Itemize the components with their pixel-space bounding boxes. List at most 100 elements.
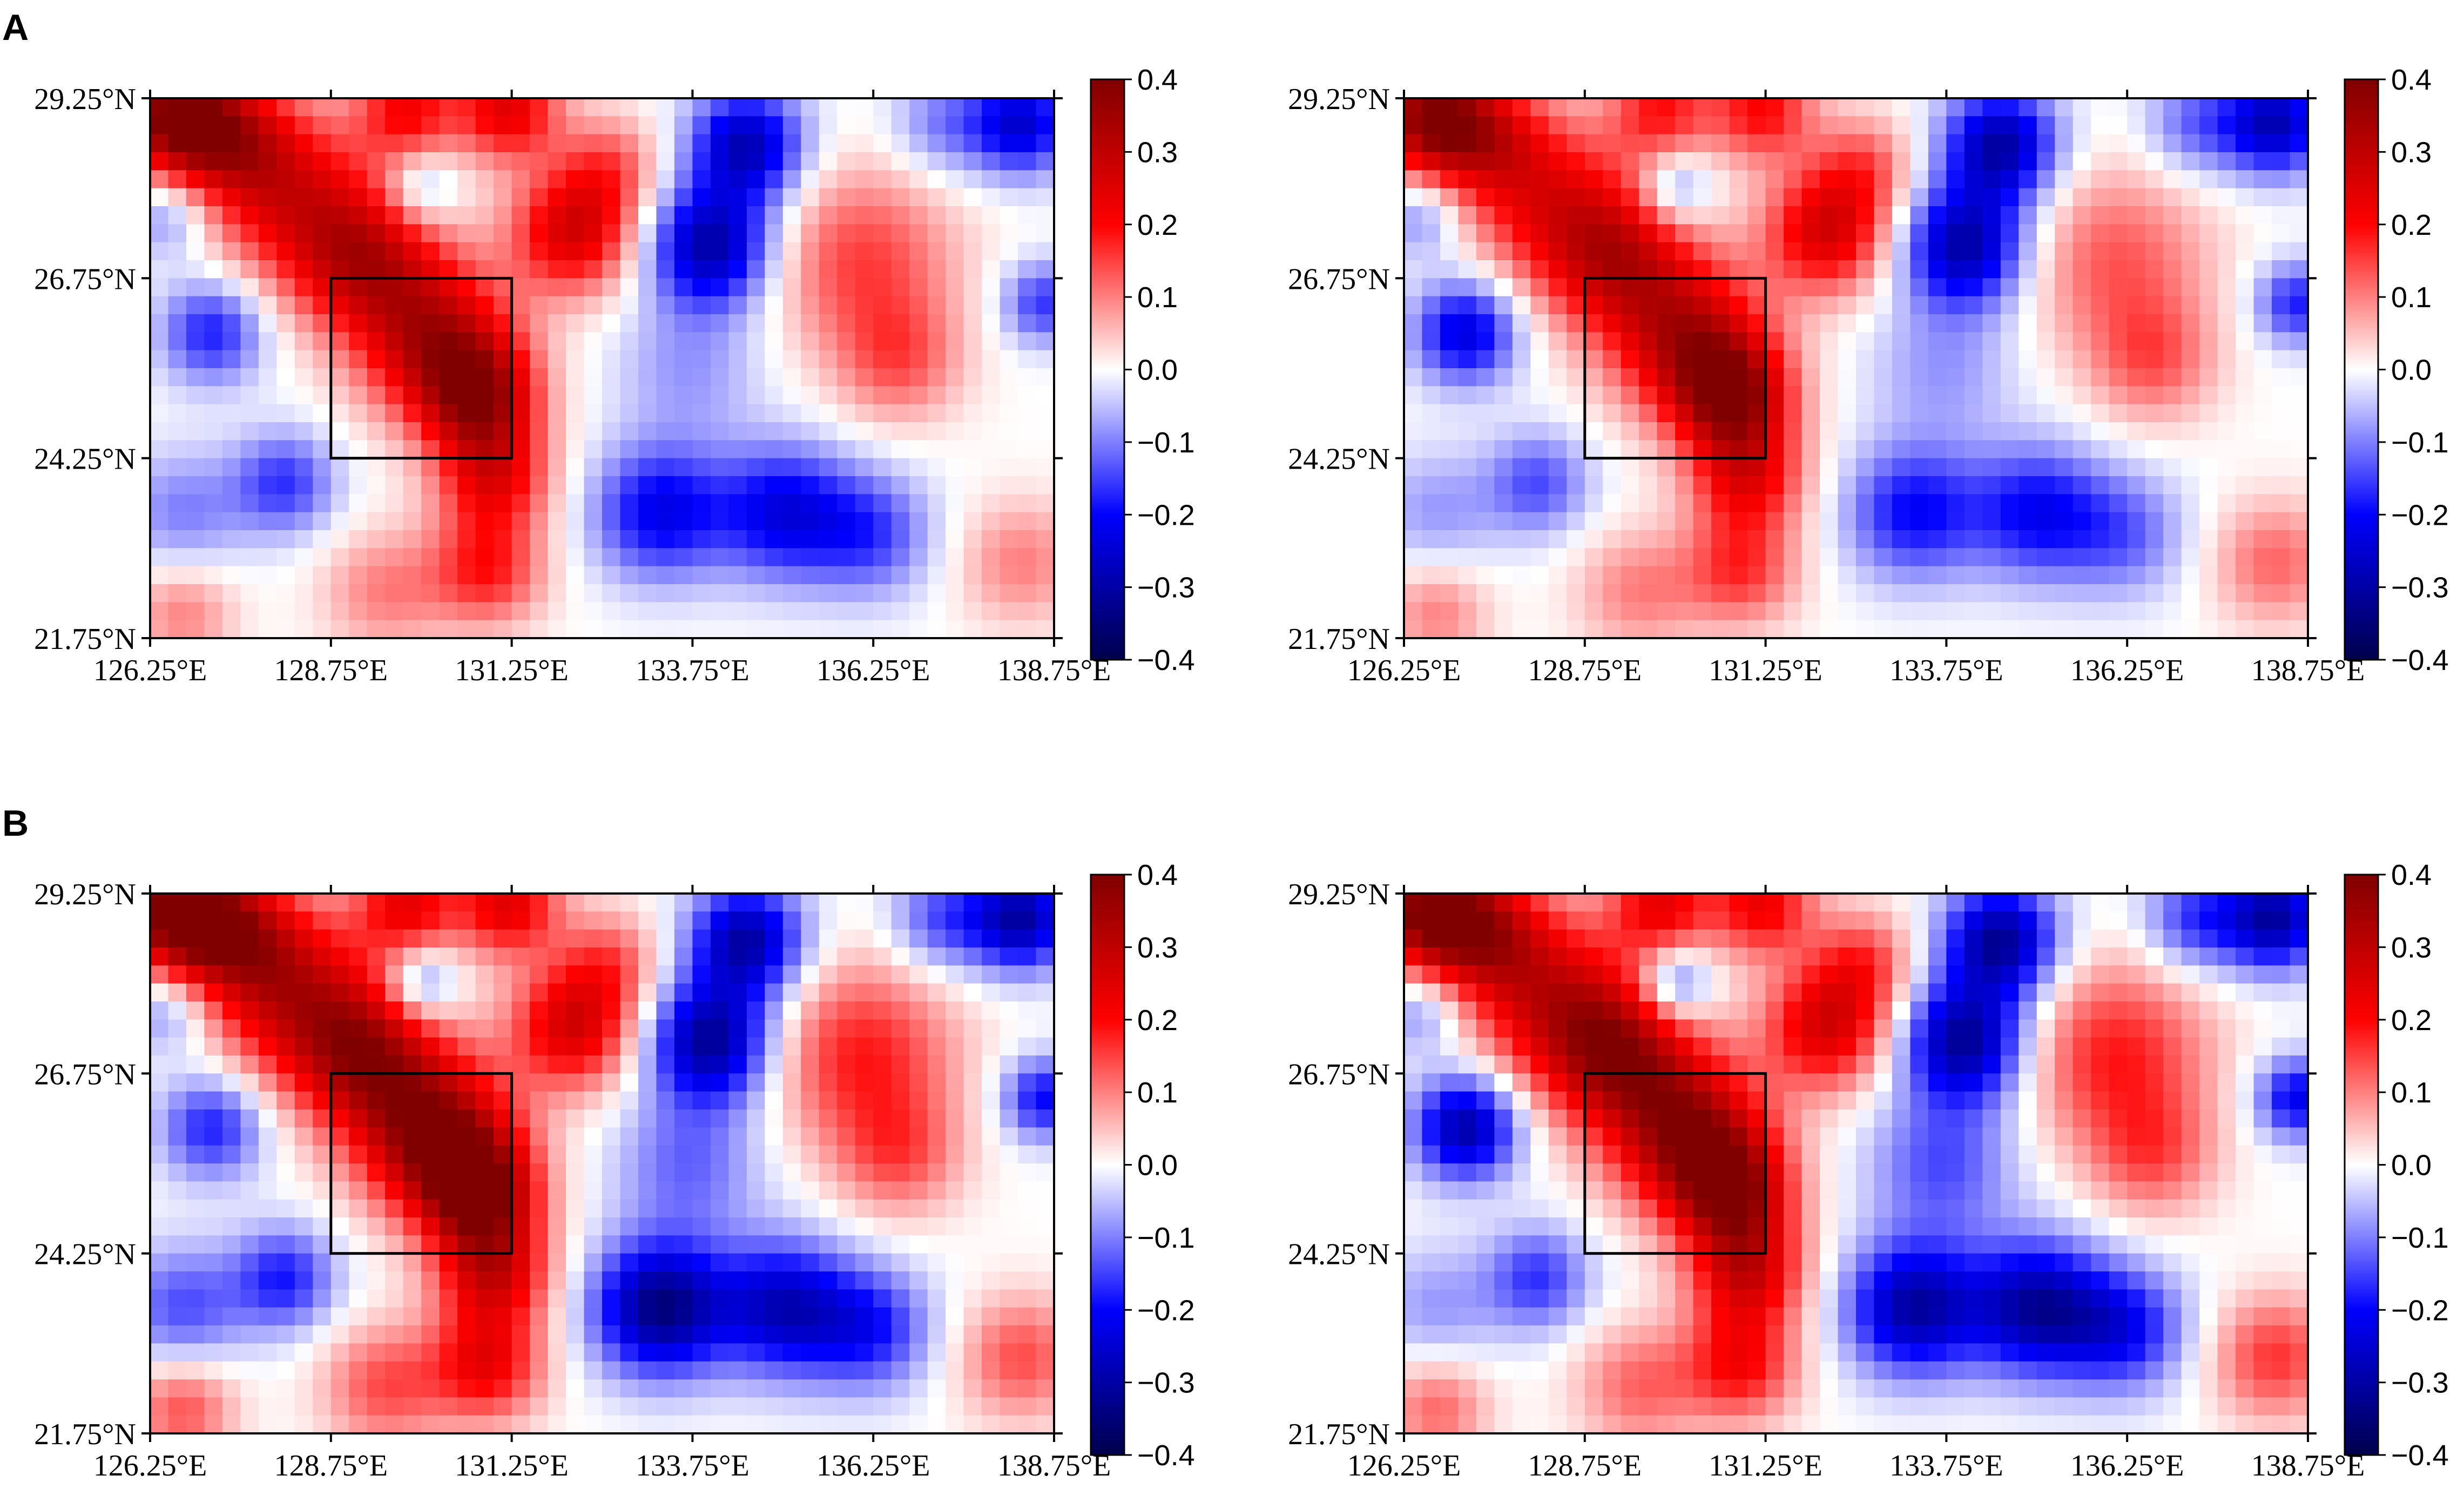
heatmap-cell	[367, 1073, 386, 1092]
heatmap-cell	[204, 98, 223, 117]
heatmap-cell	[2073, 494, 2091, 513]
heatmap-cell	[638, 98, 657, 117]
heatmap-cell	[1018, 530, 1037, 549]
heatmap-cell	[946, 224, 964, 243]
heatmap-cell	[240, 404, 259, 423]
heatmap-cell	[728, 1307, 747, 1326]
heatmap-cell	[1982, 314, 2001, 333]
heatmap-cell	[2109, 98, 2128, 117]
heatmap-cell	[313, 1289, 332, 1308]
heatmap-cell	[782, 1037, 801, 1056]
heatmap-cell	[1910, 983, 1929, 1002]
heatmap-cell	[511, 1145, 530, 1164]
heatmap-cell	[1729, 134, 1748, 153]
heatmap-cell	[674, 1055, 693, 1074]
heatmap-cell	[1494, 242, 1513, 261]
heatmap-cell	[1018, 1001, 1037, 1020]
heatmap-cell	[1838, 152, 1857, 171]
heatmap-cell	[222, 1271, 241, 1290]
heatmap-cell	[602, 314, 621, 333]
heatmap-cell	[782, 116, 801, 135]
heatmap-cell	[782, 1235, 801, 1254]
heatmap-cell	[1946, 965, 1965, 984]
heatmap-cell	[963, 476, 982, 495]
heatmap-cell	[710, 1379, 729, 1398]
heatmap-cell	[1512, 386, 1531, 405]
heatmap-cell	[1964, 296, 1983, 315]
heatmap-cell	[1928, 296, 1947, 315]
heatmap-cell	[222, 278, 241, 297]
heatmap-cell	[891, 170, 910, 189]
heatmap-cell	[1747, 188, 1766, 207]
heatmap-cell	[620, 296, 639, 315]
heatmap-cell	[602, 1073, 621, 1092]
heatmap-cell	[1548, 947, 1567, 966]
heatmap-cell	[782, 296, 801, 315]
heatmap-cell	[2236, 170, 2254, 189]
heatmap-cell	[2073, 116, 2091, 135]
heatmap-cell	[1910, 476, 1929, 495]
heatmap-cell	[1512, 314, 1531, 333]
heatmap-cell	[2163, 134, 2182, 153]
heatmap-cell	[1639, 188, 1658, 207]
heatmap-cell	[674, 530, 693, 549]
heatmap-cell	[2236, 134, 2254, 153]
heatmap-cell	[638, 242, 657, 261]
heatmap-cell	[2036, 260, 2055, 279]
heatmap-cell	[656, 1145, 675, 1164]
heatmap-cell	[2073, 440, 2091, 459]
heatmap-cell	[1494, 350, 1513, 369]
heatmap-cell	[728, 1361, 747, 1380]
heatmap-cell	[566, 1253, 585, 1272]
heatmap-cell	[168, 350, 187, 369]
heatmap-cell	[294, 1289, 313, 1308]
heatmap-cell	[1747, 548, 1766, 567]
heatmap-cell	[1458, 512, 1477, 531]
heatmap-cell	[927, 1415, 946, 1434]
heatmap-cell	[2272, 332, 2291, 351]
heatmap-cell	[728, 278, 747, 297]
heatmap-cell	[2199, 368, 2218, 387]
heatmap-cell	[349, 422, 368, 441]
heatmap-cell	[782, 494, 801, 513]
heatmap-cell	[294, 1271, 313, 1290]
heatmap-cell	[656, 350, 675, 369]
heatmap-cell	[620, 1325, 639, 1344]
heatmap-cell	[2000, 350, 2019, 369]
heatmap-cell	[204, 314, 223, 333]
heatmap-cell	[186, 1325, 205, 1344]
heatmap-cell	[602, 1325, 621, 1344]
heatmap-cell	[294, 602, 313, 621]
heatmap-cell	[1675, 512, 1694, 531]
heatmap-cell	[2036, 296, 2055, 315]
heatmap-cell	[330, 1073, 349, 1092]
heatmap-cell	[1000, 1235, 1018, 1254]
heatmap-cell	[1603, 224, 1622, 243]
heatmap-cell	[819, 1145, 838, 1164]
heatmap-cell	[204, 512, 223, 531]
heatmap-cell	[1548, 440, 1567, 459]
heatmap-cell	[168, 1217, 187, 1236]
heatmap-cell	[2000, 188, 2019, 207]
heatmap-cell	[475, 1235, 494, 1254]
heatmap-cell	[1856, 260, 1875, 279]
heatmap-cell	[240, 314, 259, 333]
heatmap-cell	[1801, 404, 1820, 423]
heatmap-cell	[530, 350, 549, 369]
heatmap-cell	[168, 894, 187, 912]
heatmap-cell	[2109, 404, 2128, 423]
heatmap-cell	[674, 512, 693, 531]
heatmap-cell	[765, 1397, 784, 1416]
heatmap-cell	[1440, 134, 1459, 153]
heatmap-cell	[222, 1379, 241, 1398]
heatmap-cell	[1946, 224, 1965, 243]
heatmap-cell	[150, 152, 169, 171]
heatmap-cell	[891, 566, 910, 585]
heatmap-cell	[1820, 260, 1839, 279]
heatmap-cell	[475, 260, 494, 279]
heatmap-cell	[1711, 116, 1730, 135]
heatmap-cell	[385, 170, 404, 189]
heatmap-cell	[1422, 314, 1441, 333]
heatmap-cell	[1000, 602, 1018, 621]
heatmap-cell	[982, 1037, 1001, 1056]
